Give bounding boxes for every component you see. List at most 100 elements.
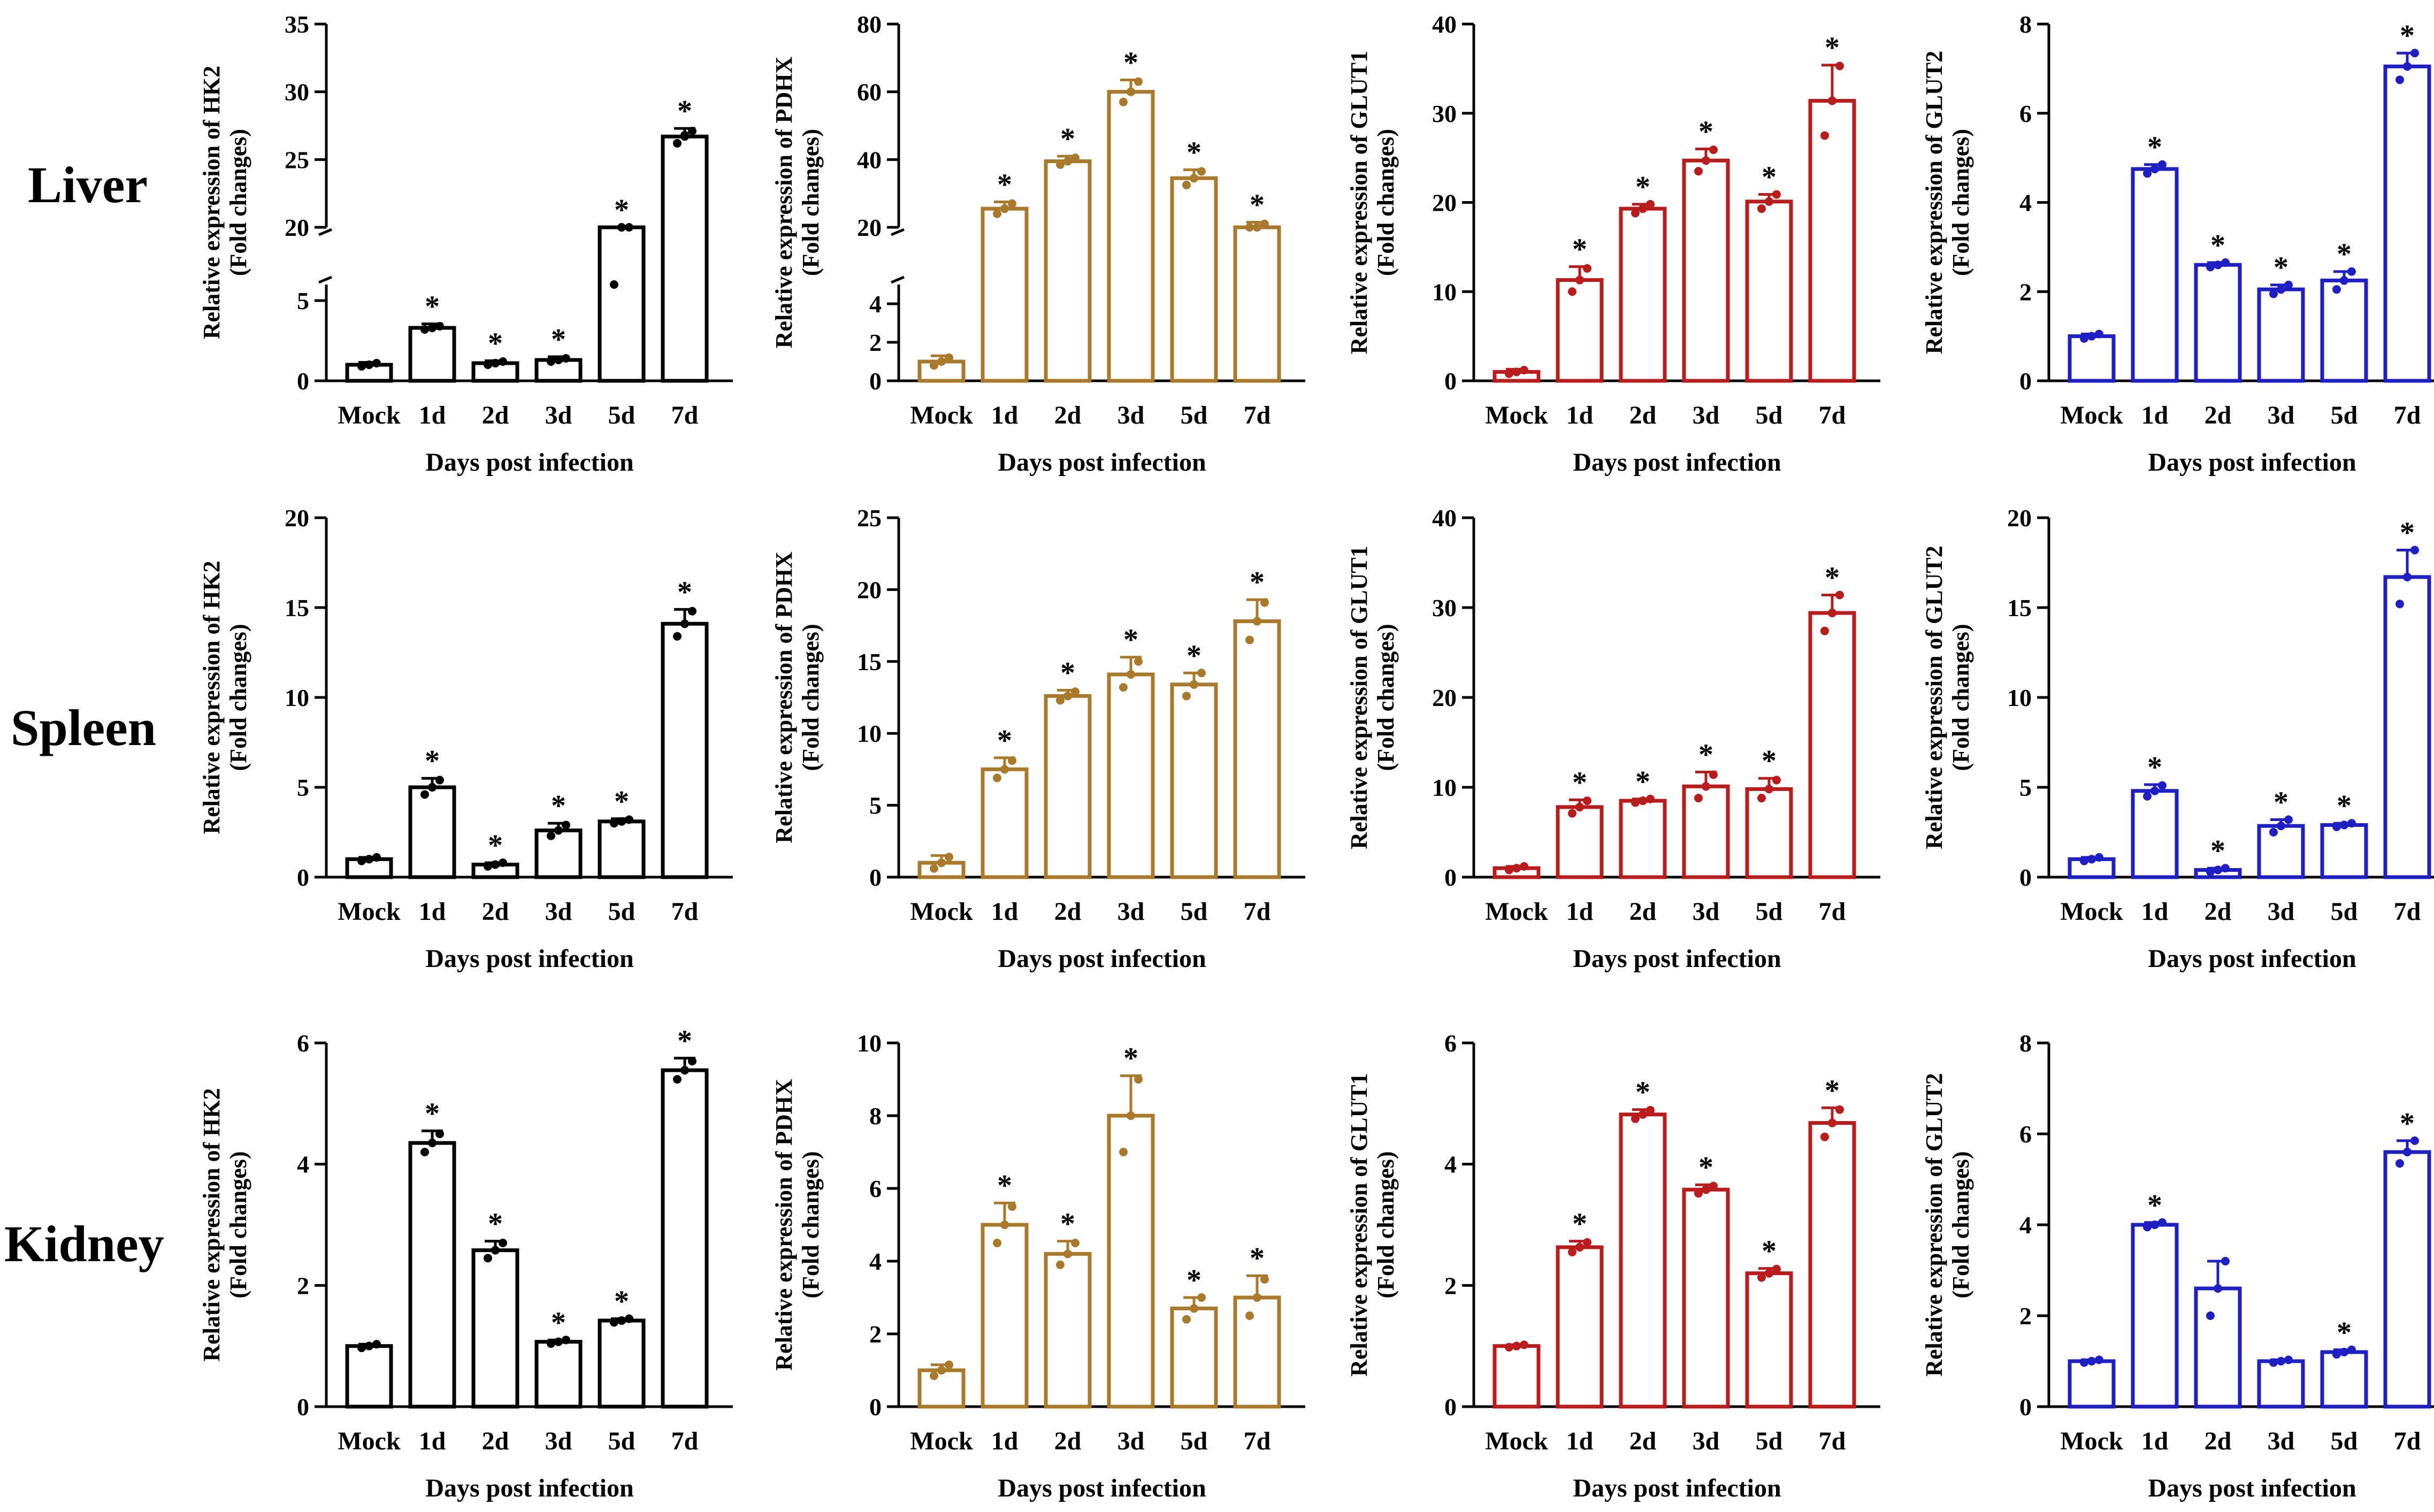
data-point (2395, 600, 2404, 609)
x-tick-label: Mock (338, 401, 401, 429)
x-tick-label: 2d (1629, 1427, 1657, 1455)
y-tick-label: 15 (857, 648, 882, 676)
y-tick-label: 2 (297, 1272, 309, 1299)
y-tick-label: 20 (2007, 504, 2032, 532)
x-tick-label: 2d (2205, 897, 2232, 926)
y-tick-label: 0 (297, 367, 309, 395)
data-point (1119, 683, 1128, 692)
x-tick-label: 3d (2268, 897, 2295, 926)
y-tick-label: 4 (2019, 1211, 2032, 1239)
bar (2131, 789, 2179, 879)
data-point (2158, 781, 2167, 790)
y-tick-label: 4 (297, 1151, 309, 1178)
data-point (2284, 280, 2293, 289)
bar (1107, 90, 1155, 383)
significance-star: * (614, 785, 629, 818)
y-axis-label-units: (Fold changes) (1373, 129, 1399, 276)
x-tick-label: 3d (545, 1427, 572, 1455)
data-point (680, 1066, 689, 1074)
panel-liver-glut1: 0 10 20 30 40 Relative expression of GLUT1 (Fo… (1346, 11, 1880, 477)
data-point (1000, 204, 1009, 213)
row-label-liver: Liver (28, 156, 148, 213)
x-axis-label: Days post infection (2148, 945, 2356, 973)
x-tick-label: 5d (2331, 401, 2358, 429)
data-point (1063, 1249, 1072, 1258)
x-tick-label: 2d (2205, 401, 2232, 429)
data-point (1772, 1264, 1781, 1273)
data-point (1127, 1111, 1135, 1120)
data-point (617, 223, 626, 232)
data-point (1008, 756, 1016, 765)
y-tick-label: 10 (2007, 684, 2032, 711)
significance-star: * (2147, 1189, 2162, 1222)
axis-break-mark (891, 275, 905, 284)
significance-star: * (1635, 765, 1650, 799)
data-point (1000, 1221, 1009, 1229)
y-axis-label-units: (Fold changes) (1948, 1152, 1974, 1299)
y-tick-label: 30 (285, 79, 309, 106)
bar (471, 1248, 519, 1409)
data-point (1828, 609, 1836, 618)
bar (2320, 823, 2368, 879)
data-point (484, 1254, 492, 1263)
x-tick-label: 2d (1054, 401, 1082, 429)
significance-star: * (488, 829, 503, 862)
data-point (1646, 199, 1655, 209)
y-tick-label: 4 (1444, 1151, 1457, 1178)
x-tick-label: 3d (1693, 897, 1720, 926)
data-point (372, 359, 381, 367)
y-tick-label: 2 (1444, 1272, 1457, 1299)
data-point (499, 357, 507, 366)
x-tick-label: 7d (2394, 897, 2421, 926)
data-point (610, 819, 618, 828)
data-point (1182, 1315, 1191, 1324)
y-tick-label: 0 (1444, 864, 1457, 891)
panel-spleen-glut2: 0 5 10 15 20 Relative expression of GLUT2 (Fol… (1921, 504, 2434, 973)
data-point (1575, 802, 1584, 811)
significance-star: * (1187, 136, 1201, 169)
panel-kidney-hk2: 0 2 4 6 Relative expression of HK2 (Fold chan… (198, 1024, 733, 1502)
x-tick-label: 7d (1244, 1427, 1271, 1455)
data-point (491, 860, 500, 869)
y-axis-label: Relative expression of HK2 (198, 561, 225, 834)
data-point (420, 1148, 429, 1156)
y-tick-label: 40 (857, 146, 882, 173)
data-point (1639, 796, 1647, 805)
data-point (625, 223, 633, 232)
bar (1233, 225, 1281, 383)
bar (2068, 334, 2116, 383)
data-point (688, 1057, 696, 1065)
x-tick-label: 5d (1756, 1427, 1783, 1455)
data-point (2143, 792, 2152, 801)
data-point (2403, 62, 2412, 71)
data-point (420, 790, 429, 799)
x-tick-label: 3d (2268, 401, 2295, 429)
significance-star: * (1250, 566, 1265, 599)
x-tick-label: 1d (1566, 1427, 1594, 1455)
data-point (2095, 329, 2103, 339)
data-point (1127, 87, 1135, 96)
axis-break-mark (891, 228, 905, 236)
significance-star: * (2147, 751, 2162, 784)
y-axis-label: Relative expression of HK2 (198, 1088, 225, 1361)
y-axis-label-units: (Fold changes) (225, 1152, 251, 1299)
y-axis-label-units: (Fold changes) (225, 129, 251, 276)
data-point (2269, 1358, 2278, 1367)
data-point (1197, 1293, 1206, 1302)
x-axis-label: Days post infection (2148, 448, 2356, 477)
x-tick-label: 7d (1819, 1427, 1846, 1455)
x-tick-label: 7d (671, 1427, 699, 1455)
data-point (2269, 289, 2278, 298)
data-point (1245, 223, 1254, 232)
y-axis-label-units: (Fold changes) (1373, 624, 1399, 771)
significance-star: * (1123, 1042, 1138, 1075)
bar (1170, 176, 1218, 383)
x-tick-label: Mock (2060, 401, 2123, 429)
data-point (1694, 1189, 1703, 1198)
x-tick-label: 1d (419, 401, 446, 429)
x-tick-label: 2d (482, 401, 509, 429)
row-label-kidney: Kidney (4, 1215, 164, 1272)
x-tick-label: Mock (910, 1427, 973, 1455)
bar (408, 1141, 456, 1409)
data-point (1639, 1110, 1647, 1119)
